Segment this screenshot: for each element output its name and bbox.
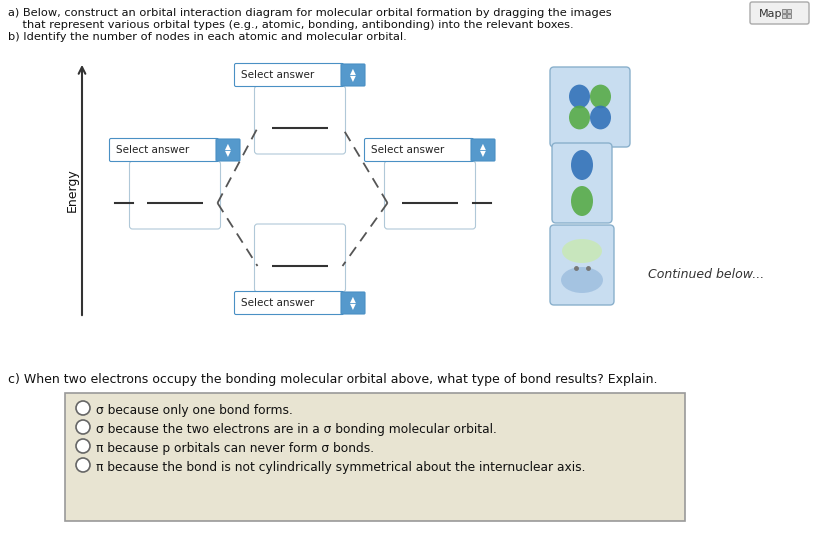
FancyBboxPatch shape [129, 161, 221, 229]
Bar [782, 9, 786, 13]
Ellipse shape [590, 105, 611, 130]
Circle shape [76, 401, 90, 415]
FancyBboxPatch shape [341, 292, 365, 314]
Text: a) Below, construct an orbital interaction diagram for molecular orbital formati: a) Below, construct an orbital interacti… [8, 8, 611, 18]
Ellipse shape [561, 267, 603, 293]
Text: π because p orbitals can never form σ bonds.: π because p orbitals can never form σ bo… [96, 442, 374, 455]
Text: Select answer: Select answer [241, 298, 314, 308]
Text: ▼: ▼ [350, 74, 356, 83]
Text: c) When two electrons occupy the bonding molecular orbital above, what type of b: c) When two electrons occupy the bonding… [8, 373, 658, 386]
Ellipse shape [590, 85, 611, 108]
Text: ▲: ▲ [480, 142, 486, 151]
Text: that represent various orbital types (e.g., atomic, bonding, antibonding) into t: that represent various orbital types (e.… [8, 20, 574, 30]
Text: σ because the two electrons are in a σ bonding molecular orbital.: σ because the two electrons are in a σ b… [96, 423, 497, 436]
FancyBboxPatch shape [365, 138, 474, 161]
FancyBboxPatch shape [750, 2, 809, 24]
Circle shape [76, 420, 90, 434]
Text: ▼: ▼ [480, 149, 486, 158]
Text: ▲: ▲ [225, 142, 231, 151]
FancyBboxPatch shape [552, 143, 612, 223]
FancyBboxPatch shape [216, 139, 240, 161]
Bar [787, 14, 791, 18]
Bar [782, 14, 786, 18]
Ellipse shape [571, 150, 593, 180]
FancyBboxPatch shape [234, 292, 344, 315]
FancyBboxPatch shape [234, 64, 344, 87]
Text: ▼: ▼ [350, 302, 356, 311]
FancyBboxPatch shape [255, 86, 345, 154]
Text: ▲: ▲ [350, 67, 356, 76]
FancyBboxPatch shape [550, 225, 614, 305]
Ellipse shape [562, 239, 602, 263]
FancyBboxPatch shape [471, 139, 495, 161]
Circle shape [76, 458, 90, 472]
Text: Map: Map [759, 9, 782, 19]
Bar [787, 9, 791, 13]
Text: π because the bond is not cylindrically symmetrical about the internuclear axis.: π because the bond is not cylindrically … [96, 461, 585, 474]
Ellipse shape [569, 105, 590, 130]
Text: ▼: ▼ [225, 149, 231, 158]
Text: Select answer: Select answer [371, 145, 444, 155]
FancyBboxPatch shape [550, 67, 630, 147]
Ellipse shape [571, 186, 593, 216]
FancyBboxPatch shape [110, 138, 218, 161]
Text: Select answer: Select answer [116, 145, 189, 155]
FancyBboxPatch shape [384, 161, 475, 229]
Circle shape [76, 439, 90, 453]
Ellipse shape [569, 85, 590, 108]
FancyBboxPatch shape [341, 64, 365, 86]
FancyBboxPatch shape [255, 224, 345, 292]
Text: σ because only one bond forms.: σ because only one bond forms. [96, 404, 293, 417]
Bar [65, 393, 685, 521]
Text: Select answer: Select answer [241, 70, 314, 80]
Text: Energy: Energy [65, 168, 78, 212]
Text: Continued below...: Continued below... [648, 268, 764, 281]
Text: b) Identify the number of nodes in each atomic and molecular orbital.: b) Identify the number of nodes in each … [8, 32, 407, 42]
Text: ▲: ▲ [350, 295, 356, 304]
